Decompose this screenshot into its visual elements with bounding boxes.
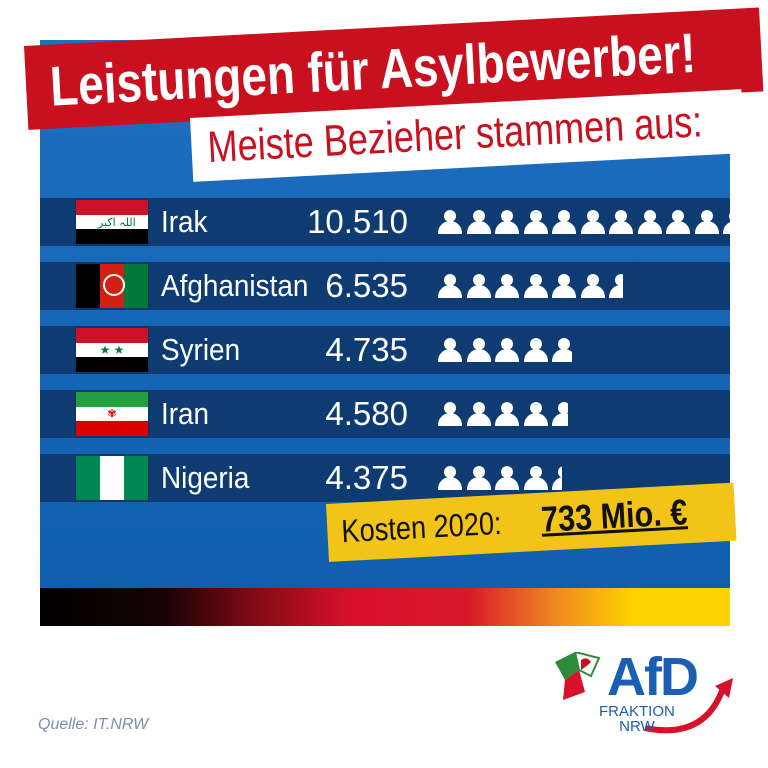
person-icon [551, 274, 577, 298]
person-icon [551, 402, 568, 426]
logo-fraktion-text: FRAKTION NRW [599, 703, 675, 735]
data-label: 4.580 [325, 395, 408, 432]
person-icon [523, 274, 549, 298]
data-label: 10.510 [307, 203, 408, 240]
logo-afd-text: AfD [607, 647, 699, 707]
cost-label: Kosten 2020: [340, 504, 503, 550]
person-icon [665, 210, 691, 234]
flag-syria-icon: ★ ★ [76, 328, 148, 372]
person-icon [494, 338, 520, 362]
person-icon [580, 274, 606, 298]
afd-logo: AfD FRAKTION NRW [555, 640, 745, 740]
chart-row-syrien [40, 326, 730, 374]
person-icon [523, 338, 549, 362]
flag-iraq-icon: اللہ اكبر [76, 200, 148, 244]
person-icon [608, 274, 624, 298]
person-icon [466, 274, 492, 298]
person-icon [551, 466, 562, 490]
person-icon [494, 402, 520, 426]
flag-iran-icon: ✾ [76, 392, 148, 436]
person-icon [437, 402, 463, 426]
bar-syrien [437, 326, 572, 374]
category-label: Afghanistan [161, 268, 309, 303]
bar-nigeria [437, 454, 562, 502]
flag-gradient-bar [40, 588, 730, 626]
person-icon [437, 466, 463, 490]
person-icon [551, 210, 577, 234]
flag-afghanistan-icon [76, 264, 148, 308]
category-label: Iran [161, 396, 210, 431]
person-icon [551, 338, 572, 362]
person-icon [494, 210, 520, 234]
person-icon [523, 210, 549, 234]
data-label: 4.735 [325, 331, 408, 368]
person-icon [466, 466, 492, 490]
cost-amount: 733 Mio. € [540, 491, 689, 540]
person-icon [466, 338, 492, 362]
person-icon [466, 210, 492, 234]
category-label: Irak [161, 204, 208, 239]
person-icon [637, 210, 663, 234]
person-icon [694, 210, 720, 234]
person-icon [722, 210, 730, 234]
data-label: 6.535 [325, 267, 408, 304]
source-note: Quelle: IT.NRW [38, 716, 149, 733]
category-label: Syrien [161, 332, 241, 367]
person-icon [437, 274, 463, 298]
flag-nigeria-icon [76, 456, 148, 500]
chart-row-iran [40, 390, 730, 438]
person-icon [608, 210, 634, 234]
bar-afghanistan [437, 262, 624, 310]
person-icon [437, 338, 463, 362]
person-icon [437, 210, 463, 234]
data-label: 4.375 [325, 459, 408, 496]
category-label: Nigeria [161, 460, 250, 495]
person-icon [523, 466, 549, 490]
bar-iran [437, 390, 568, 438]
nrw-emblem-icon [555, 652, 601, 700]
person-icon [523, 402, 549, 426]
bar-irak [437, 198, 730, 246]
person-icon [466, 402, 492, 426]
person-icon [494, 274, 520, 298]
person-icon [580, 210, 606, 234]
logo-swoosh-icon [644, 678, 733, 734]
person-icon [494, 466, 520, 490]
